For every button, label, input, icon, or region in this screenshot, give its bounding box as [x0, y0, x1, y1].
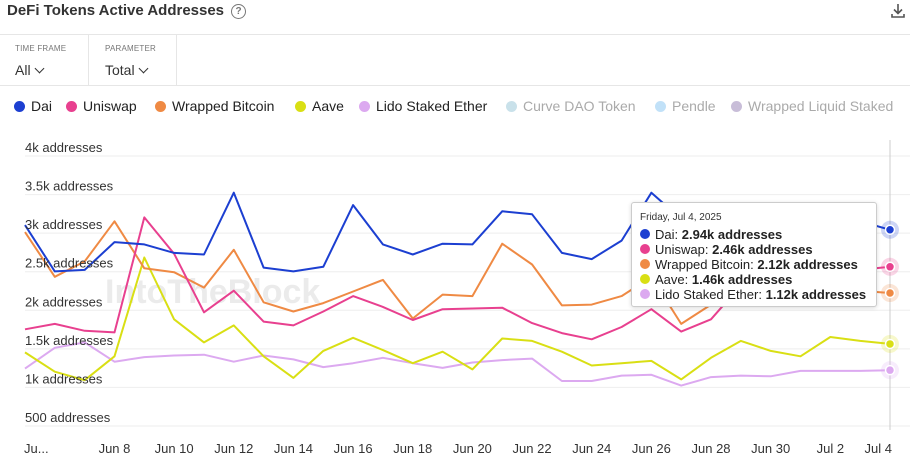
tooltip-row-aave: Aave: 1.46k addresses [640, 272, 792, 287]
watermark: IntoTheBlock [105, 273, 320, 311]
tooltip-dot [640, 244, 650, 254]
chart-legend: Dai Uniswap Wrapped Bitcoin Aave Lido St… [0, 96, 910, 116]
time-frame-label: TIME FRAME [15, 44, 67, 53]
chevron-down-icon [34, 63, 45, 74]
y-axis-labels: 500 addresses 1k addresses 1.5k addresses 2… [25, 140, 114, 425]
y-tick-label: 3k addresses [25, 217, 103, 232]
legend-item-dai[interactable]: Dai [14, 96, 52, 116]
chart-title: DeFi Tokens Active Addresses [7, 2, 225, 19]
legend-item-uniswap[interactable]: Uniswap [66, 96, 137, 116]
x-tick-label: Jun 10 [155, 441, 194, 456]
legend-item-curve-dao-token[interactable]: Curve DAO Token [506, 96, 636, 116]
time-frame-select[interactable]: TIME FRAME All [0, 35, 89, 85]
hover-marker-uniswap [884, 261, 896, 273]
chevron-down-icon [138, 63, 149, 74]
y-tick-label: 2.5k addresses [25, 256, 114, 271]
tooltip-dot [640, 274, 650, 284]
series-line-lido-staked-ether[interactable] [24, 341, 891, 387]
y-tick-label: 500 addresses [25, 410, 111, 425]
x-tick-label: Jun 28 [692, 441, 731, 456]
legend-dot [295, 101, 306, 112]
legend-item-pendle[interactable]: Pendle [655, 96, 716, 116]
x-tick-label: Jul 2 [817, 441, 844, 456]
tooltip-dot [640, 289, 650, 299]
x-axis-labels: Ju... Jun 8 Jun 10 Jun 12 Jun 14 Jun 16 Jun 18… [24, 441, 892, 456]
hover-marker-dai [884, 224, 896, 236]
parameter-select[interactable]: PARAMETER Total [88, 35, 177, 85]
parameter-value: Total [105, 62, 149, 78]
x-tick-label: Jun 12 [214, 441, 253, 456]
tooltip-dot [640, 259, 650, 269]
download-icon[interactable] [889, 2, 907, 20]
x-tick-label: Jun 22 [513, 441, 552, 456]
y-tick-label: 2k addresses [25, 294, 103, 309]
hover-marker-lido-staked-ether [884, 364, 896, 376]
x-tick-label: Jun 16 [334, 441, 373, 456]
x-tick-label: Jun 8 [99, 441, 131, 456]
chart-tooltip: Friday, Jul 4, 2025 Dai: 2.94k addresses… [631, 202, 877, 307]
legend-item-wrapped-liquid-staked[interactable]: Wrapped Liquid Staked [731, 96, 893, 116]
hover-marker-aave [884, 338, 896, 350]
legend-dot [66, 101, 77, 112]
x-tick-label: Jun 24 [572, 441, 611, 456]
y-tick-label: 1.5k addresses [25, 333, 114, 348]
x-tick-label: Jun 20 [453, 441, 492, 456]
tooltip-dot [640, 229, 650, 239]
legend-dot [14, 101, 25, 112]
info-icon[interactable]: ? [231, 4, 246, 19]
legend-dot [655, 101, 666, 112]
parameter-label: PARAMETER [105, 44, 156, 53]
tooltip-row-uniswap: Uniswap: 2.46k addresses [640, 242, 813, 257]
legend-dot [731, 101, 742, 112]
x-tick-label: Ju... [24, 441, 49, 456]
time-frame-value: All [15, 62, 45, 78]
legend-item-lido-staked-ether[interactable]: Lido Staked Ether [359, 96, 487, 116]
legend-dot [155, 101, 166, 112]
legend-item-wrapped-bitcoin[interactable]: Wrapped Bitcoin [155, 96, 274, 116]
x-tick-label: Jun 14 [274, 441, 313, 456]
legend-dot [359, 101, 370, 112]
x-tick-label: Jun 26 [632, 441, 671, 456]
tooltip-row-dai: Dai: 2.94k addresses [640, 227, 782, 242]
header: DeFi Tokens Active Addresses ? [0, 0, 910, 35]
x-tick-label: Jul 4 [865, 441, 892, 456]
legend-item-aave[interactable]: Aave [295, 96, 344, 116]
tooltip-row-lido-staked-ether: Lido Staked Ether: 1.12k addresses [640, 287, 866, 302]
hover-marker-wrapped-bitcoin [884, 287, 896, 299]
y-tick-label: 4k addresses [25, 140, 103, 155]
tooltip-row-wrapped-bitcoin: Wrapped Bitcoin: 2.12k addresses [640, 257, 858, 272]
legend-dot [506, 101, 517, 112]
x-tick-label: Jun 18 [393, 441, 432, 456]
series-line-aave[interactable] [24, 256, 891, 382]
hover-markers [881, 220, 899, 380]
y-tick-label: 1k addresses [25, 371, 103, 386]
y-tick-label: 3.5k addresses [25, 179, 114, 194]
controls-bar: TIME FRAME All PARAMETER Total [0, 35, 910, 86]
tooltip-date: Friday, Jul 4, 2025 [640, 212, 722, 223]
x-tick-label: Jun 30 [751, 441, 790, 456]
